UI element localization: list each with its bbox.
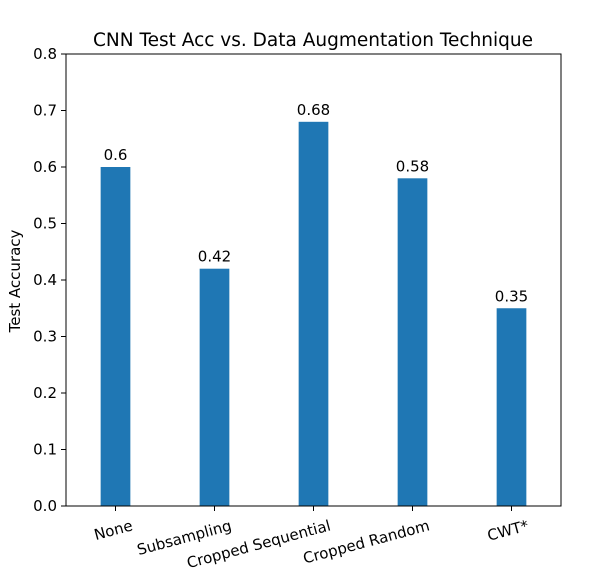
y-tick-label: 0.0 [33,497,57,515]
y-tick-label: 0.3 [33,328,57,346]
bar [496,308,527,506]
y-tick-label: 0.2 [33,384,57,402]
y-axis: 0.0 0.1 0.2 0.3 0.4 0.5 0.6 0.7 0.8 [33,45,66,515]
bar [397,178,428,507]
y-axis-label: Test Accuracy [6,229,24,333]
y-tick-label: 0.5 [33,215,57,233]
y-tick-label: 0.4 [33,271,57,289]
data-label: 0.6 [104,146,128,164]
bar [199,268,230,506]
chart-title: CNN Test Acc vs. Data Augmentation Techn… [93,30,533,51]
y-tick-label: 0.7 [33,102,57,120]
y-tick-label: 0.1 [33,441,57,459]
data-label: 0.58 [396,157,429,175]
data-label: 0.68 [297,101,330,119]
bar [298,121,329,507]
data-labels: 0.6 0.42 0.68 0.58 0.35 [104,101,529,305]
bars [100,121,527,507]
bar [100,167,131,506]
plot-frame [65,53,562,507]
data-label: 0.35 [495,287,528,305]
y-tick-label: 0.6 [33,158,57,176]
y-tick-label: 0.8 [33,45,57,63]
data-label: 0.42 [198,248,231,266]
